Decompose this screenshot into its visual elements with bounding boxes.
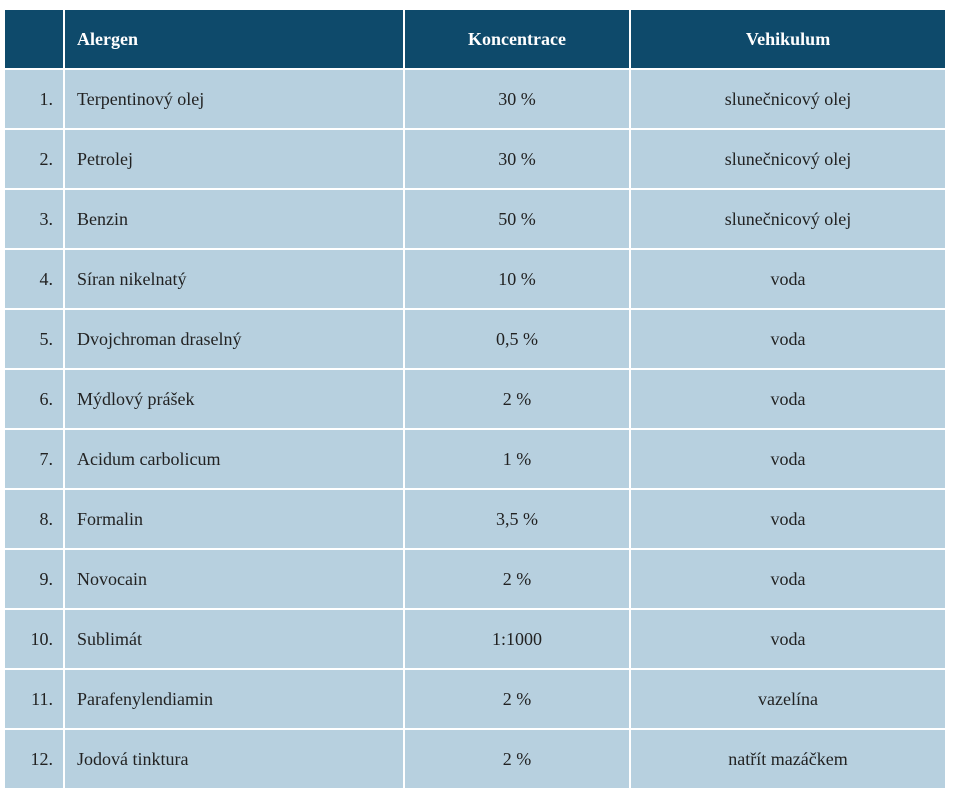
row-number: 5. (5, 310, 63, 368)
concentration-cell: 1 % (405, 430, 629, 488)
header-vehicle: Vehikulum (631, 10, 945, 68)
table-row: 10. Sublimát 1:1000 voda (5, 610, 945, 668)
row-number: 6. (5, 370, 63, 428)
vehicle-cell: voda (631, 550, 945, 608)
allergen-cell: Jodová tinktura (65, 730, 403, 788)
vehicle-cell: voda (631, 610, 945, 668)
vehicle-cell: slunečnicový olej (631, 130, 945, 188)
vehicle-cell: slunečnicový olej (631, 190, 945, 248)
concentration-cell: 2 % (405, 670, 629, 728)
vehicle-cell: voda (631, 430, 945, 488)
vehicle-cell: vazelína (631, 670, 945, 728)
table-row: 2. Petrolej 30 % slunečnicový olej (5, 130, 945, 188)
table-row: 9. Novocain 2 % voda (5, 550, 945, 608)
allergen-cell: Petrolej (65, 130, 403, 188)
vehicle-cell: voda (631, 250, 945, 308)
allergen-cell: Mýdlový prášek (65, 370, 403, 428)
allergen-cell: Sublimát (65, 610, 403, 668)
concentration-cell: 3,5 % (405, 490, 629, 548)
vehicle-cell: slunečnicový olej (631, 70, 945, 128)
allergen-cell: Terpentinový olej (65, 70, 403, 128)
allergen-cell: Parafenylendiamin (65, 670, 403, 728)
table-row: 12. Jodová tinktura 2 % natřít mazáčkem (5, 730, 945, 788)
concentration-cell: 30 % (405, 130, 629, 188)
table-row: 5. Dvojchroman draselný 0,5 % voda (5, 310, 945, 368)
row-number: 10. (5, 610, 63, 668)
row-number: 4. (5, 250, 63, 308)
row-number: 8. (5, 490, 63, 548)
table-row: 11. Parafenylendiamin 2 % vazelína (5, 670, 945, 728)
vehicle-cell: voda (631, 370, 945, 428)
allergen-table: Alergen Koncentrace Vehikulum 1. Terpent… (3, 8, 947, 790)
allergen-cell: Formalin (65, 490, 403, 548)
header-allergen: Alergen (65, 10, 403, 68)
allergen-cell: Benzin (65, 190, 403, 248)
header-row: Alergen Koncentrace Vehikulum (5, 10, 945, 68)
concentration-cell: 0,5 % (405, 310, 629, 368)
concentration-cell: 2 % (405, 370, 629, 428)
row-number: 7. (5, 430, 63, 488)
concentration-cell: 2 % (405, 730, 629, 788)
concentration-cell: 50 % (405, 190, 629, 248)
vehicle-cell: natřít mazáčkem (631, 730, 945, 788)
table-row: 1. Terpentinový olej 30 % slunečnicový o… (5, 70, 945, 128)
table-row: 7. Acidum carbolicum 1 % voda (5, 430, 945, 488)
concentration-cell: 1:1000 (405, 610, 629, 668)
allergen-cell: Acidum carbolicum (65, 430, 403, 488)
row-number: 1. (5, 70, 63, 128)
allergen-cell: Dvojchroman draselný (65, 310, 403, 368)
row-number: 12. (5, 730, 63, 788)
table-row: 4. Síran nikelnatý 10 % voda (5, 250, 945, 308)
vehicle-cell: voda (631, 310, 945, 368)
row-number: 3. (5, 190, 63, 248)
allergen-cell: Novocain (65, 550, 403, 608)
table-row: 6. Mýdlový prášek 2 % voda (5, 370, 945, 428)
row-number: 2. (5, 130, 63, 188)
concentration-cell: 2 % (405, 550, 629, 608)
concentration-cell: 30 % (405, 70, 629, 128)
table-row: 8. Formalin 3,5 % voda (5, 490, 945, 548)
concentration-cell: 10 % (405, 250, 629, 308)
table-row: 3. Benzin 50 % slunečnicový olej (5, 190, 945, 248)
row-number: 11. (5, 670, 63, 728)
header-concentration: Koncentrace (405, 10, 629, 68)
allergen-cell: Síran nikelnatý (65, 250, 403, 308)
vehicle-cell: voda (631, 490, 945, 548)
header-number (5, 10, 63, 68)
row-number: 9. (5, 550, 63, 608)
